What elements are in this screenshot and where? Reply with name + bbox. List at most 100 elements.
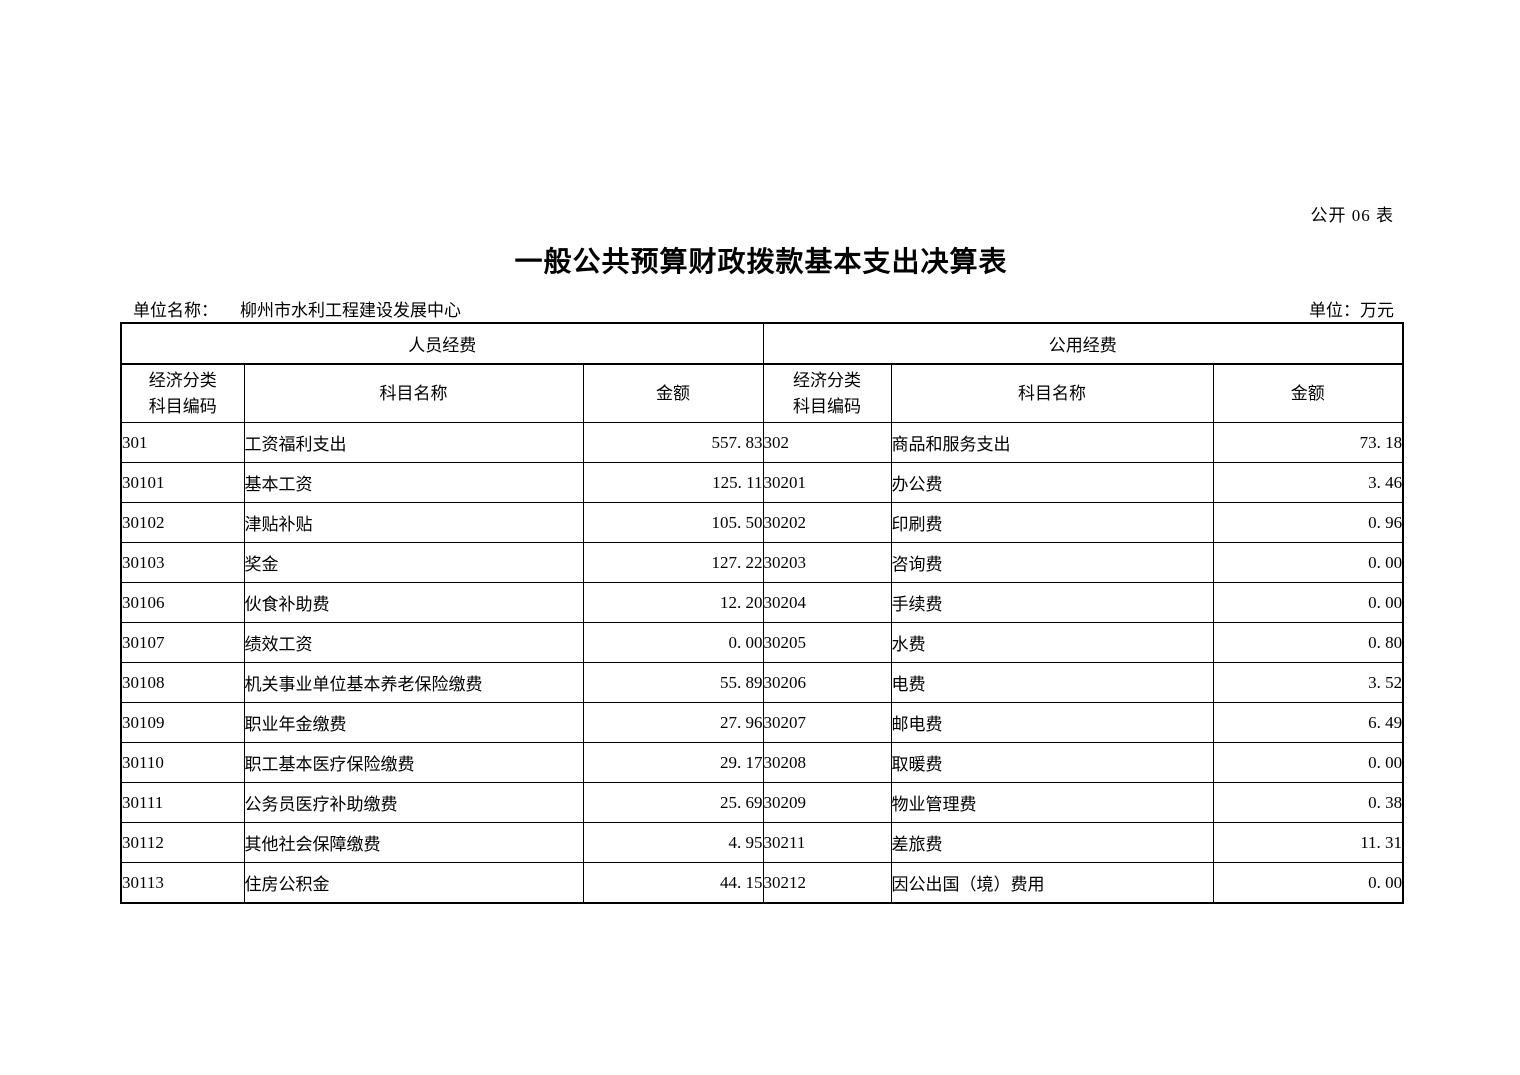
subject-name-cell: 工资福利支出 xyxy=(243,422,584,463)
code-cell: 30202 xyxy=(762,502,892,543)
column-header-code-line1: 经济分类 xyxy=(793,370,862,390)
amount-cell: 3. 46 xyxy=(1212,462,1404,503)
subject-name-cell: 职工基本医疗保险缴费 xyxy=(243,742,584,783)
code-cell: 30209 xyxy=(762,782,892,823)
code-cell: 30106 xyxy=(120,582,245,623)
amount-cell: 0. 00 xyxy=(1212,582,1404,623)
amount-cell: 0. 96 xyxy=(1212,502,1404,543)
amount-cell: 0. 00 xyxy=(1212,862,1404,904)
subject-name-cell: 因公出国（境）费用 xyxy=(890,862,1214,904)
code-cell: 30101 xyxy=(120,462,245,503)
subject-name-cell: 咨询费 xyxy=(890,542,1214,583)
amount-cell: 44. 15 xyxy=(582,862,764,904)
amount-cell: 12. 20 xyxy=(582,582,764,623)
code-cell: 302 xyxy=(762,422,892,463)
amount-cell: 55. 89 xyxy=(582,662,764,703)
subject-name-cell: 公务员医疗补助缴费 xyxy=(243,782,584,823)
subject-name-cell: 邮电费 xyxy=(890,702,1214,743)
subject-name-cell: 机关事业单位基本养老保险缴费 xyxy=(243,662,584,703)
subject-name-cell: 差旅费 xyxy=(890,822,1214,863)
column-header-name-left: 科目名称 xyxy=(243,363,584,423)
column-header-code-line2: 科目编码 xyxy=(793,396,862,416)
code-cell: 30107 xyxy=(120,622,245,663)
code-cell: 30108 xyxy=(120,662,245,703)
code-cell: 30208 xyxy=(762,742,892,783)
amount-cell: 11. 31 xyxy=(1212,822,1404,863)
amount-cell: 27. 96 xyxy=(582,702,764,743)
table-row: 30109 职业年金缴费 27. 96 30207 邮电费 6. 49 xyxy=(120,702,1404,743)
subject-name-cell: 职业年金缴费 xyxy=(243,702,584,743)
subject-name-cell: 绩效工资 xyxy=(243,622,584,663)
table-meta-row: 单位名称： 柳州市水利工程建设发展中心 单位：万元 xyxy=(120,296,1402,321)
code-cell: 30204 xyxy=(762,582,892,623)
amount-cell: 557. 83 xyxy=(582,422,764,463)
subject-name-cell: 住房公积金 xyxy=(243,862,584,904)
subject-name-cell: 伙食补助费 xyxy=(243,582,584,623)
column-header-name-right: 科目名称 xyxy=(890,363,1214,423)
code-cell: 30109 xyxy=(120,702,245,743)
amount-cell: 127. 22 xyxy=(582,542,764,583)
code-cell: 30211 xyxy=(762,822,892,863)
code-cell: 30201 xyxy=(762,462,892,503)
code-cell: 30103 xyxy=(120,542,245,583)
table-body: 301 工资福利支出 557. 83 302 商品和服务支出 73. 18 30101 基本工… xyxy=(120,422,1404,904)
code-cell: 30206 xyxy=(762,662,892,703)
group-header-public: 公用经费 xyxy=(762,322,1404,365)
amount-cell: 125. 11 xyxy=(582,462,764,503)
table-row: 30106 伙食补助费 12. 20 30204 手续费 0. 00 xyxy=(120,582,1404,623)
column-header-row: 经济分类 科目编码 科目名称 金额 经济分类 科目编码 科目名称 金额 xyxy=(120,363,1404,423)
table-row: 30110 职工基本医疗保险缴费 29. 17 30208 取暖费 0. 00 xyxy=(120,742,1404,783)
subject-name-cell: 印刷费 xyxy=(890,502,1214,543)
budget-table: 人员经费 公用经费 经济分类 科目编码 科目名称 金额 经济分类 科目编码 科目… xyxy=(120,322,1405,904)
column-header-code-left: 经济分类 科目编码 xyxy=(120,363,245,423)
code-cell: 30110 xyxy=(120,742,245,783)
amount-cell: 0. 00 xyxy=(582,622,764,663)
subject-name-cell: 手续费 xyxy=(890,582,1214,623)
amount-cell: 25. 69 xyxy=(582,782,764,823)
subject-name-cell: 津贴补贴 xyxy=(243,502,584,543)
amount-cell: 29. 17 xyxy=(582,742,764,783)
amount-cell: 0. 38 xyxy=(1212,782,1404,823)
subject-name-cell: 办公费 xyxy=(890,462,1214,503)
subject-name-cell: 电费 xyxy=(890,662,1214,703)
code-cell: 30102 xyxy=(120,502,245,543)
table-row: 30107 绩效工资 0. 00 30205 水费 0. 80 xyxy=(120,622,1404,663)
amount-cell: 4. 95 xyxy=(582,822,764,863)
code-cell: 30111 xyxy=(120,782,245,823)
unit-name-value: 柳州市水利工程建设发展中心 xyxy=(240,301,461,320)
subject-name-cell: 物业管理费 xyxy=(890,782,1214,823)
code-cell: 30203 xyxy=(762,542,892,583)
amount-cell: 105. 50 xyxy=(582,502,764,543)
table-row: 30111 公务员医疗补助缴费 25. 69 30209 物业管理费 0. 38 xyxy=(120,782,1404,823)
subject-name-cell: 基本工资 xyxy=(243,462,584,503)
subject-name-cell: 取暖费 xyxy=(890,742,1214,783)
column-header-code-right: 经济分类 科目编码 xyxy=(762,363,892,423)
amount-cell: 73. 18 xyxy=(1212,422,1404,463)
subject-name-cell: 水费 xyxy=(890,622,1214,663)
table-row: 30113 住房公积金 44. 15 30212 因公出国（境）费用 0. 00 xyxy=(120,862,1404,904)
code-cell: 30112 xyxy=(120,822,245,863)
subject-name-cell: 商品和服务支出 xyxy=(890,422,1214,463)
column-header-amount-right: 金额 xyxy=(1212,363,1404,423)
code-cell: 30212 xyxy=(762,862,892,904)
form-number-label: 公开 06 表 xyxy=(1310,206,1394,225)
table-row: 301 工资福利支出 557. 83 302 商品和服务支出 73. 18 xyxy=(120,422,1404,463)
amount-cell: 3. 52 xyxy=(1212,662,1404,703)
code-cell: 30207 xyxy=(762,702,892,743)
amount-cell: 0. 00 xyxy=(1212,742,1404,783)
code-cell: 301 xyxy=(120,422,245,463)
column-header-code-line2: 科目编码 xyxy=(148,396,217,416)
amount-cell: 0. 80 xyxy=(1212,622,1404,663)
subject-name-cell: 奖金 xyxy=(243,542,584,583)
currency-unit-label: 单位：万元 xyxy=(1309,301,1394,320)
group-header-personnel: 人员经费 xyxy=(120,322,764,365)
unit-name-group: 单位名称： 柳州市水利工程建设发展中心 xyxy=(133,296,461,321)
subject-name-cell: 其他社会保障缴费 xyxy=(243,822,584,863)
table-row: 30103 奖金 127. 22 30203 咨询费 0. 00 xyxy=(120,542,1404,583)
amount-cell: 6. 49 xyxy=(1212,702,1404,743)
table-row: 30108 机关事业单位基本养老保险缴费 55. 89 30206 电费 3. 52 xyxy=(120,662,1404,703)
column-header-code-line1: 经济分类 xyxy=(148,370,217,390)
code-cell: 30205 xyxy=(762,622,892,663)
group-header-row: 人员经费 公用经费 xyxy=(120,322,1404,365)
